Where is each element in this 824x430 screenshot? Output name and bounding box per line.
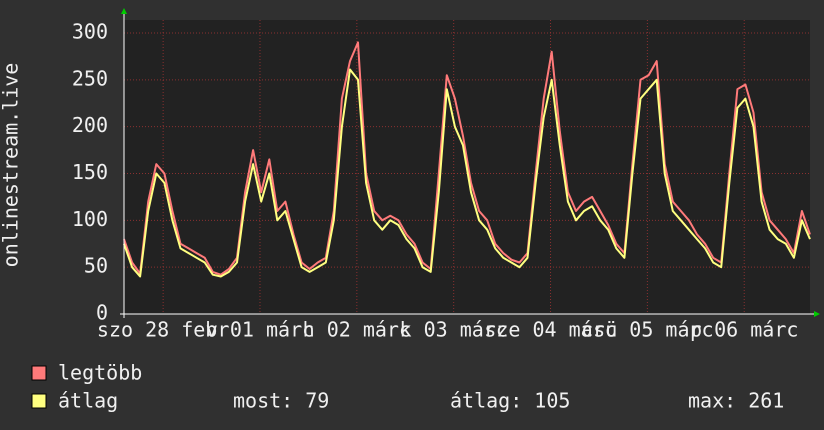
legend-label: átlag <box>58 389 118 413</box>
y-tick-label: 300 <box>72 20 108 44</box>
x-tick-label: csü 05 márc <box>581 318 713 342</box>
legend-label: legtöbb <box>58 361 142 385</box>
legend: legtöbb átlag <box>31 361 142 413</box>
y-tick-label: 200 <box>72 113 108 137</box>
x-tick-label: szo 28 febr <box>97 318 229 342</box>
y-tick-label: 0 <box>96 301 108 325</box>
x-tick-label: sze 04 márc <box>484 318 616 342</box>
y-tick-label: 250 <box>72 66 108 90</box>
axis-arrow <box>121 8 127 14</box>
stat-average: átlag: 105 <box>450 389 570 413</box>
series-line <box>123 68 811 278</box>
y-tick-label: 50 <box>84 254 108 278</box>
legend-swatch <box>31 393 47 409</box>
stat-current: most: 79 <box>233 389 329 413</box>
x-tick-label: p 06 márc <box>690 318 798 342</box>
x-tick-label: k 03 márc <box>399 318 507 342</box>
legend-swatch <box>31 365 47 381</box>
x-tick-label: v 01 márc <box>206 318 314 342</box>
axis-arrow <box>814 311 820 317</box>
y-axis-label: onlinestream.live <box>0 63 23 268</box>
stat-max: max: 261 <box>688 389 784 413</box>
y-tick-label: 100 <box>72 207 108 231</box>
y-tick-label: 150 <box>72 160 108 184</box>
x-tick-label: h 02 márc <box>303 318 411 342</box>
